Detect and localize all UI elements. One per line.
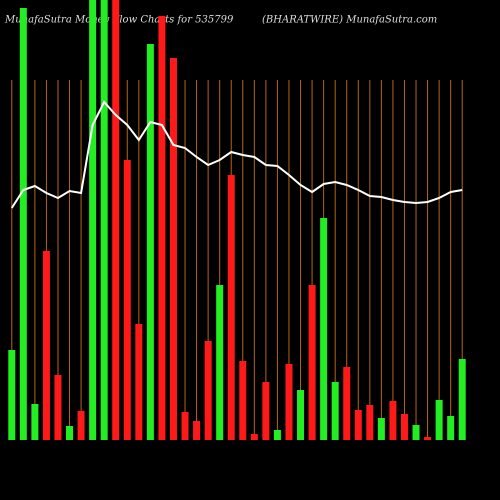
bar (239, 361, 247, 440)
chart-subtitle: (BHARATWIRE) MunafaSutra.com (262, 15, 437, 26)
bar (204, 341, 212, 440)
bar (297, 390, 305, 440)
bar (273, 430, 281, 440)
flow-line (10, 100, 463, 209)
bar (135, 324, 143, 440)
bar (77, 411, 85, 440)
bar (320, 218, 328, 440)
bar (400, 414, 408, 440)
bar (343, 367, 351, 440)
bar (146, 44, 154, 440)
bar (447, 416, 455, 440)
bar (308, 285, 316, 440)
bar (158, 16, 166, 440)
bar (112, 0, 120, 440)
bar (412, 425, 420, 440)
bar (424, 437, 432, 440)
bar (181, 412, 189, 440)
bar (100, 0, 108, 440)
bar (123, 160, 131, 440)
bar (366, 405, 374, 440)
bar (19, 8, 27, 440)
bar (250, 434, 258, 440)
bar (54, 375, 62, 440)
bar (354, 410, 362, 440)
bar (227, 175, 235, 440)
bar (42, 251, 50, 440)
bar (193, 421, 201, 440)
bar (216, 285, 224, 440)
bar (285, 364, 293, 440)
bar (89, 0, 97, 440)
bar (377, 418, 385, 440)
bar (262, 382, 270, 440)
bar (8, 350, 16, 440)
bar (66, 426, 74, 440)
bar (31, 404, 39, 440)
bar (458, 359, 466, 440)
bar (169, 58, 177, 440)
bar (389, 401, 397, 440)
bar (331, 382, 339, 440)
bar (435, 400, 443, 440)
